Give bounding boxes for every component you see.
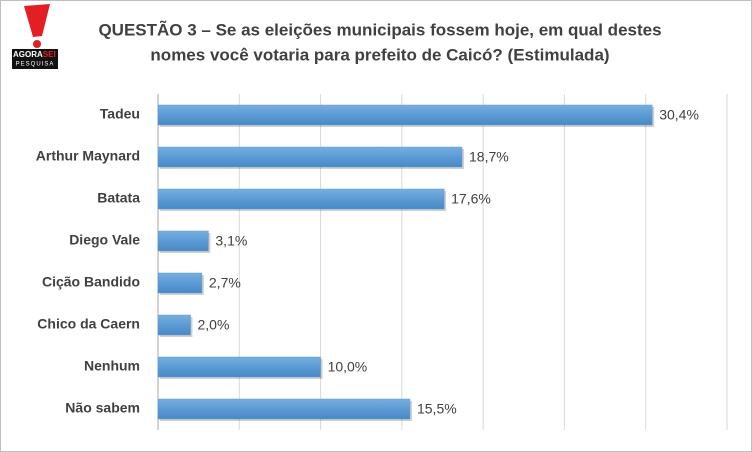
bar xyxy=(157,272,203,294)
bar xyxy=(157,230,209,252)
value-label: 17,6% xyxy=(451,191,491,207)
value-label: 2,7% xyxy=(209,275,241,291)
y-tick-label: Batata xyxy=(97,190,140,206)
logo-box xyxy=(12,49,58,69)
y-tick-label: Nenhum xyxy=(84,358,140,374)
y-tick-label: Diego Vale xyxy=(69,232,140,248)
chart-title: nomes você votaria para prefeito de Caic… xyxy=(150,45,609,64)
chart-title: QUESTÃO 3 – Se as eleições municipais fo… xyxy=(98,19,661,39)
value-label: 15,5% xyxy=(417,401,457,417)
value-label: 30,4% xyxy=(659,107,699,123)
logo-tagline: PESQUISA xyxy=(16,62,55,68)
y-tick-label: Tadeu xyxy=(100,106,140,122)
value-label: 18,7% xyxy=(469,149,509,165)
value-label: 3,1% xyxy=(215,233,247,249)
logo-brand-left: AGORA xyxy=(13,50,43,59)
y-tick-label: Não sabem xyxy=(65,400,140,416)
bar xyxy=(157,314,191,336)
y-tick-label: Chico da Caern xyxy=(37,316,140,332)
bar xyxy=(157,398,411,420)
value-label: 10,0% xyxy=(328,359,368,375)
logo-dot xyxy=(33,40,41,48)
bar xyxy=(157,188,445,210)
y-tick-label: Arthur Maynard xyxy=(36,148,140,164)
bar xyxy=(157,356,321,378)
bar xyxy=(157,146,463,168)
logo-brand: AGORASEI xyxy=(13,50,56,59)
y-tick-label: Cição Bandido xyxy=(42,274,140,290)
bar xyxy=(157,104,653,126)
logo: AGORASEI PESQUISA xyxy=(12,4,58,69)
logo-mark xyxy=(24,4,50,37)
logo-brand-right: SEI xyxy=(43,50,56,59)
value-label: 2,0% xyxy=(198,317,230,333)
